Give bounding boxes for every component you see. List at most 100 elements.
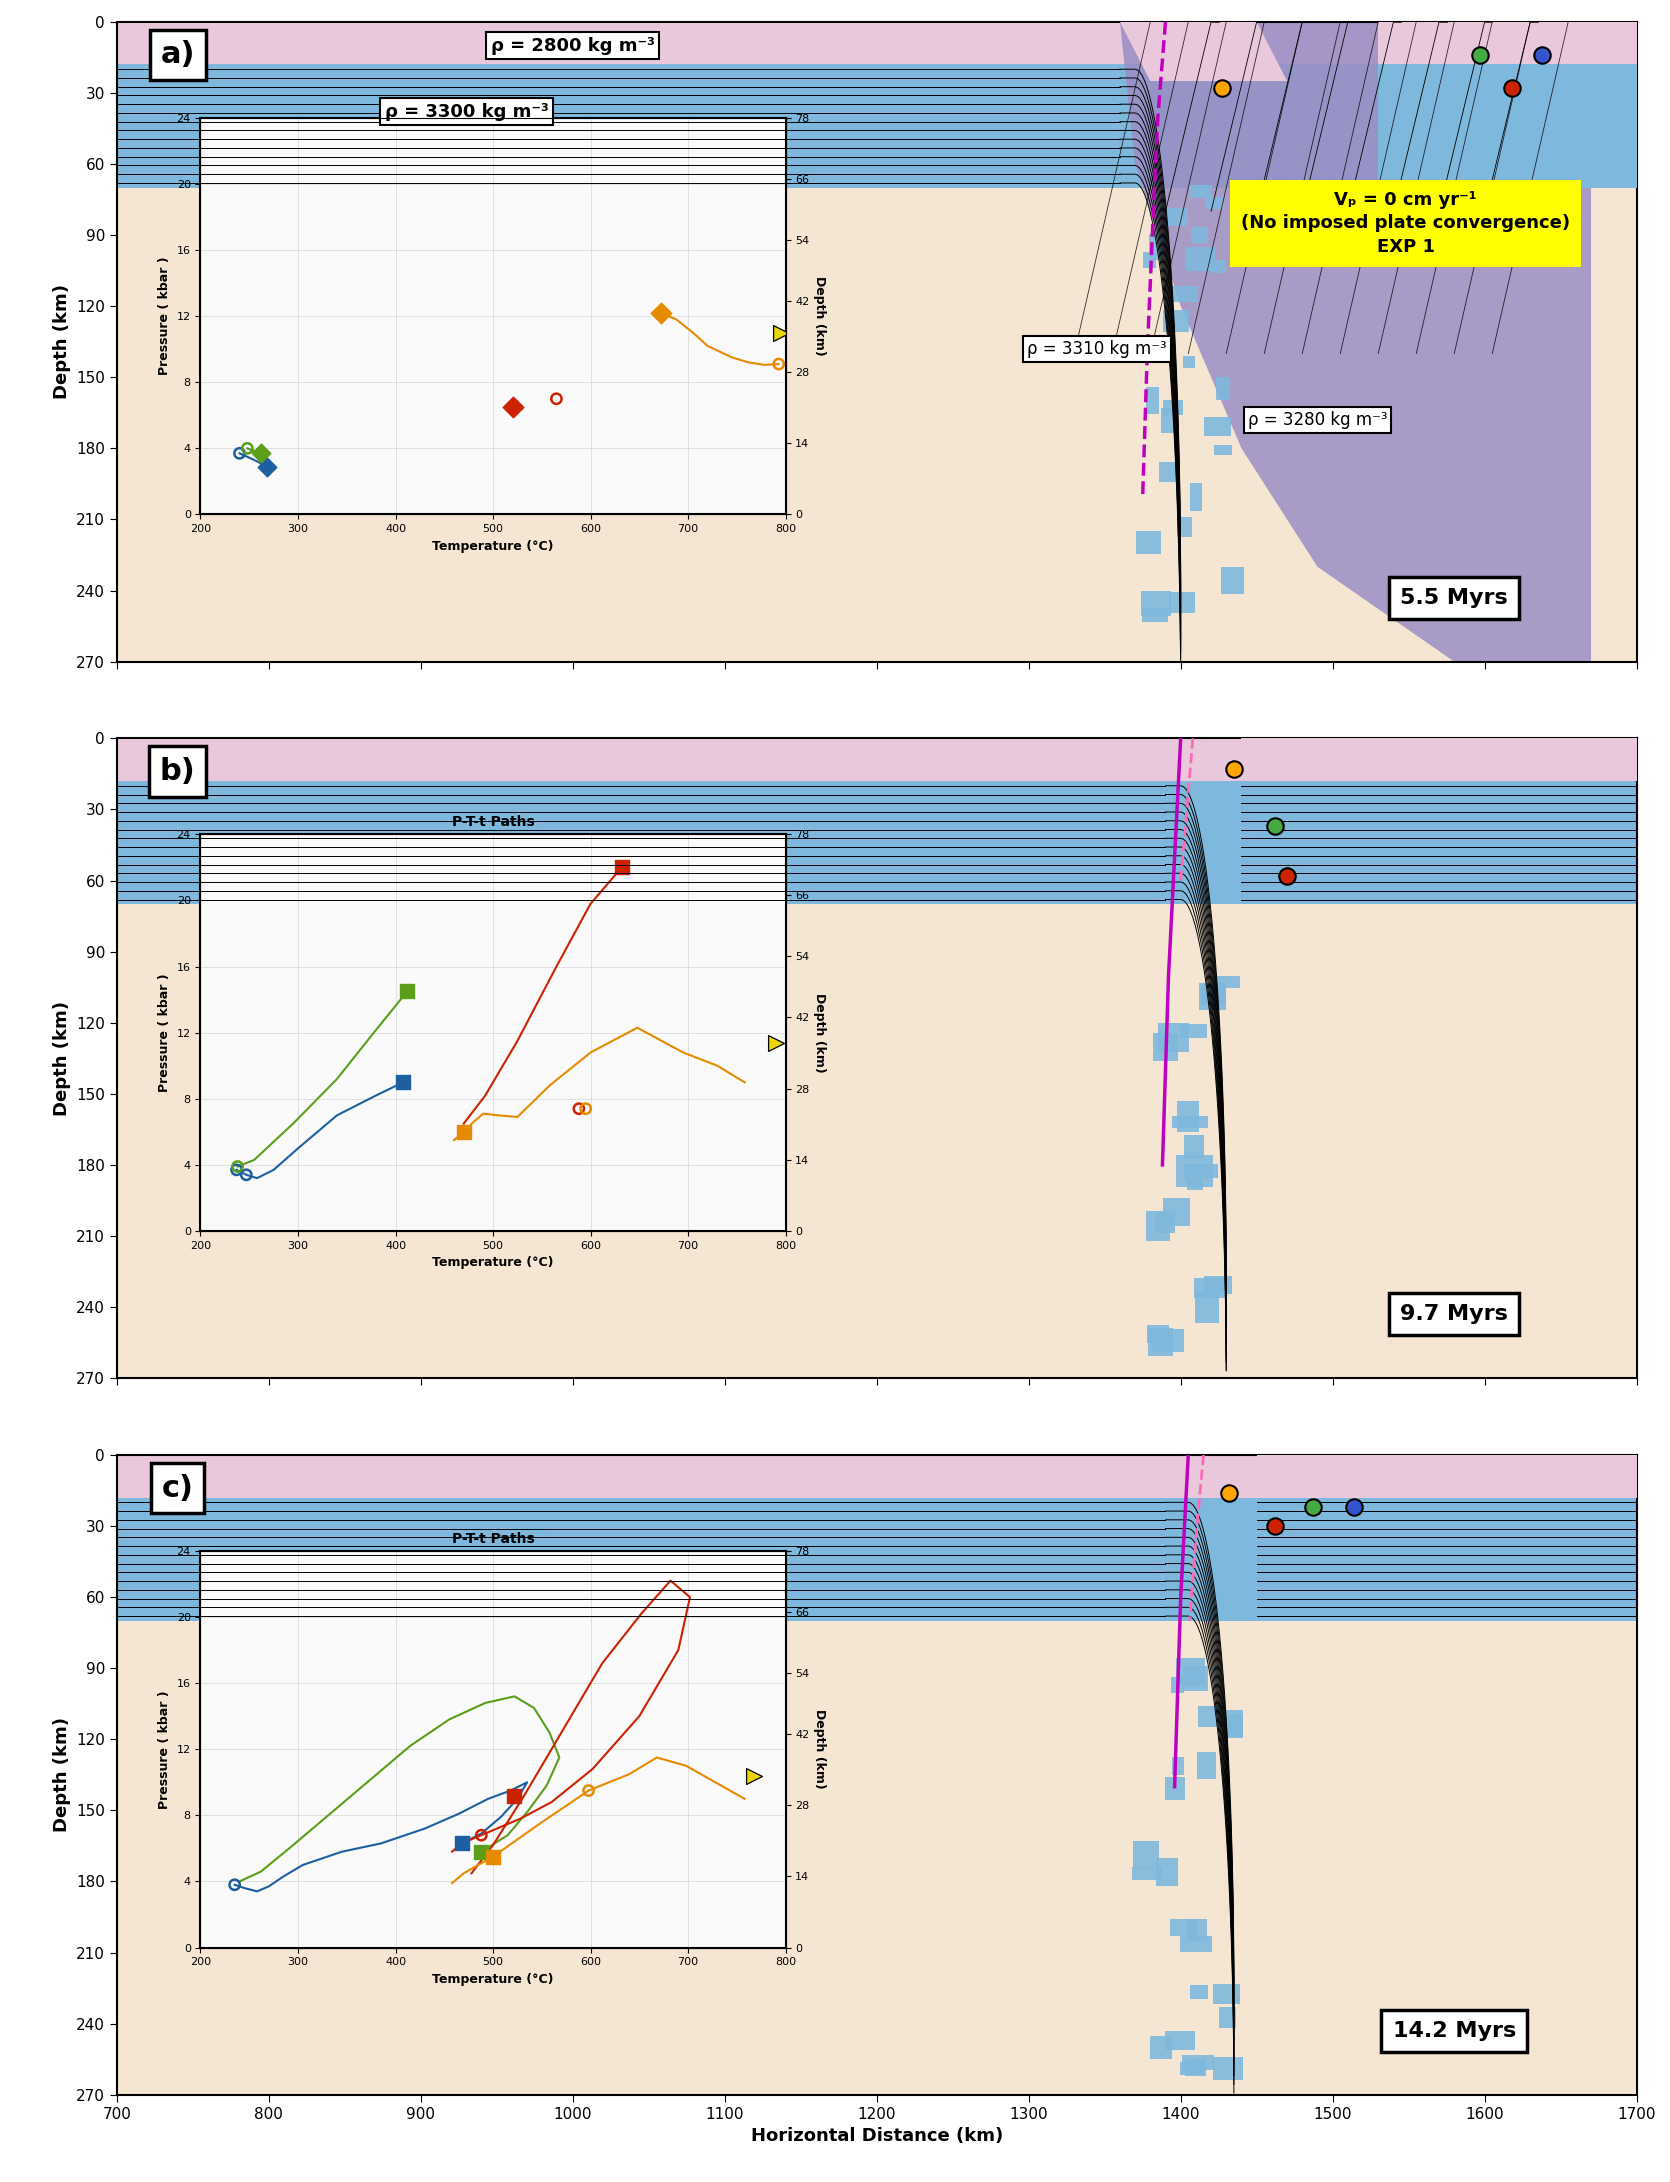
Polygon shape: [1194, 1279, 1224, 1298]
Y-axis label: Depth (km): Depth (km): [813, 277, 827, 356]
Text: ρ = 3280 kg m⁻³: ρ = 3280 kg m⁻³: [1247, 410, 1388, 430]
Polygon shape: [1171, 1676, 1184, 1693]
Polygon shape: [1149, 2036, 1172, 2060]
Polygon shape: [1172, 1115, 1209, 1128]
Point: [1221, 753, 1247, 788]
Polygon shape: [1152, 1329, 1184, 1351]
Polygon shape: [1161, 408, 1176, 432]
Polygon shape: [1164, 1776, 1184, 1800]
Polygon shape: [1159, 1023, 1189, 1052]
Polygon shape: [1197, 1752, 1216, 1778]
Polygon shape: [1136, 530, 1161, 554]
Polygon shape: [1142, 609, 1167, 622]
Polygon shape: [1162, 207, 1187, 225]
Polygon shape: [1191, 227, 1209, 242]
Polygon shape: [1214, 445, 1232, 456]
Point: [1299, 1490, 1326, 1525]
Polygon shape: [1211, 260, 1226, 273]
Polygon shape: [1204, 417, 1231, 436]
X-axis label: Horizontal Distance (km): Horizontal Distance (km): [750, 2127, 1004, 2145]
Polygon shape: [1201, 984, 1226, 1006]
Polygon shape: [1146, 1211, 1171, 1242]
Polygon shape: [1164, 2031, 1194, 2049]
Polygon shape: [1191, 482, 1202, 511]
Polygon shape: [1177, 1102, 1199, 1132]
Polygon shape: [1204, 1276, 1232, 1294]
Polygon shape: [1176, 1154, 1212, 1187]
Text: a): a): [160, 41, 195, 70]
Polygon shape: [1212, 2058, 1242, 2079]
Polygon shape: [1197, 1706, 1222, 1726]
Polygon shape: [1171, 1920, 1197, 1935]
Polygon shape: [1134, 1842, 1159, 1868]
Polygon shape: [1141, 591, 1171, 615]
Polygon shape: [1216, 975, 1239, 988]
Polygon shape: [1187, 1920, 1207, 1942]
Point: [1530, 37, 1556, 72]
Point: [1261, 1508, 1288, 1543]
Polygon shape: [1132, 1868, 1162, 1881]
Polygon shape: [1187, 1172, 1204, 1189]
Polygon shape: [1162, 399, 1182, 415]
Text: 5.5 Myrs: 5.5 Myrs: [1401, 587, 1508, 607]
Polygon shape: [1147, 1327, 1172, 1355]
Polygon shape: [1221, 567, 1244, 594]
Polygon shape: [1164, 310, 1189, 332]
Polygon shape: [1147, 1324, 1169, 1344]
Polygon shape: [1162, 1198, 1189, 1226]
Polygon shape: [1191, 1986, 1207, 1999]
Polygon shape: [1226, 1711, 1242, 1737]
Polygon shape: [1177, 517, 1192, 537]
Point: [1466, 37, 1493, 72]
Polygon shape: [1182, 356, 1196, 369]
Polygon shape: [1199, 984, 1226, 1010]
Polygon shape: [1146, 386, 1159, 415]
Polygon shape: [1194, 1292, 1219, 1322]
Point: [1209, 70, 1236, 105]
Point: [1341, 1490, 1368, 1525]
Polygon shape: [1184, 1135, 1204, 1159]
Text: Vₚ = 0 cm yr⁻¹
(No imposed plate convergence)
EXP 1: Vₚ = 0 cm yr⁻¹ (No imposed plate converg…: [1241, 190, 1570, 255]
Polygon shape: [1182, 2055, 1214, 2071]
Point: [1216, 1475, 1242, 1510]
Polygon shape: [1189, 185, 1212, 199]
Polygon shape: [1144, 253, 1156, 268]
Y-axis label: Depth (km): Depth (km): [53, 284, 70, 399]
Polygon shape: [1227, 1713, 1242, 1739]
Text: ρ = 2800 kg m⁻³: ρ = 2800 kg m⁻³: [491, 37, 655, 55]
Text: c): c): [162, 1473, 194, 1503]
Polygon shape: [1159, 463, 1177, 482]
Text: ρ = 3300 kg m⁻³: ρ = 3300 kg m⁻³: [384, 103, 548, 120]
Polygon shape: [1172, 1757, 1184, 1774]
Y-axis label: Depth (km): Depth (km): [53, 1717, 70, 1833]
Polygon shape: [1214, 1983, 1241, 2005]
Y-axis label: Depth (km): Depth (km): [813, 1709, 827, 1789]
Polygon shape: [1171, 286, 1197, 303]
Polygon shape: [1121, 22, 1288, 81]
Polygon shape: [1216, 377, 1231, 399]
Polygon shape: [1181, 1023, 1207, 1039]
Y-axis label: Depth (km): Depth (km): [53, 1002, 70, 1115]
Y-axis label: Depth (km): Depth (km): [813, 993, 827, 1074]
Polygon shape: [1181, 1935, 1212, 1953]
Text: b): b): [160, 757, 195, 786]
Polygon shape: [1156, 1211, 1176, 1233]
Polygon shape: [1121, 22, 1592, 661]
Point: [1261, 810, 1288, 844]
Polygon shape: [1156, 1859, 1179, 1885]
Text: ρ = 3310 kg m⁻³: ρ = 3310 kg m⁻³: [1027, 340, 1167, 358]
Polygon shape: [1169, 591, 1194, 613]
Polygon shape: [1149, 233, 1162, 260]
Text: 9.7 Myrs: 9.7 Myrs: [1401, 1305, 1508, 1324]
Polygon shape: [1219, 2007, 1236, 2027]
Polygon shape: [1176, 1658, 1206, 1687]
Polygon shape: [1152, 1034, 1177, 1060]
Polygon shape: [1184, 1163, 1217, 1178]
Polygon shape: [1181, 2062, 1202, 2075]
Point: [1498, 70, 1525, 105]
Polygon shape: [1186, 2060, 1206, 2077]
Polygon shape: [1182, 1667, 1207, 1691]
Point: [1274, 858, 1301, 892]
Polygon shape: [1206, 196, 1224, 209]
Polygon shape: [1186, 247, 1214, 271]
